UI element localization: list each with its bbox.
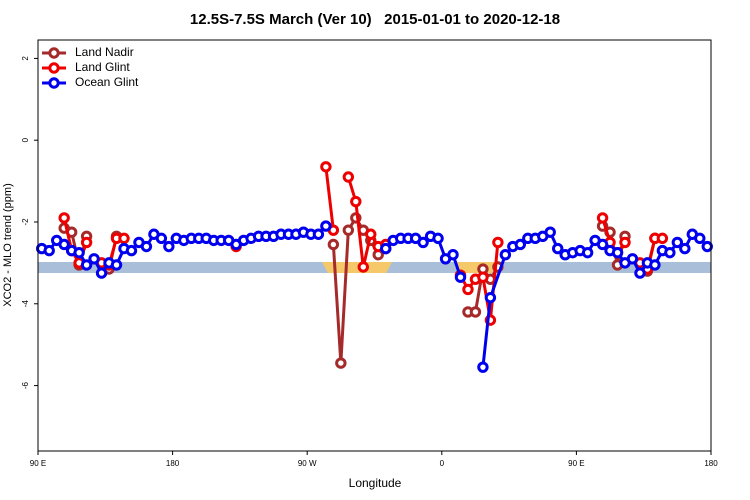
- point: [619, 236, 631, 249]
- point: [43, 244, 55, 257]
- point: [544, 226, 556, 238]
- x-tick-label: 180: [166, 459, 180, 468]
- x-tick-label: 90 W: [298, 459, 317, 468]
- point: [80, 259, 93, 271]
- point: [514, 238, 527, 251]
- y-axis-label: XCO2 - MLO trend (ppm): [2, 183, 14, 306]
- y-tick-label: -4: [21, 300, 30, 308]
- point: [499, 249, 512, 261]
- point: [596, 238, 609, 251]
- legend-marker: [48, 77, 60, 89]
- point: [552, 242, 564, 255]
- point: [73, 246, 85, 259]
- x-axis-label: Longitude: [349, 476, 402, 490]
- point: [477, 361, 489, 373]
- point: [492, 236, 504, 249]
- land-band: [322, 262, 392, 273]
- point: [350, 195, 362, 208]
- legend-label: Ocean Glint: [75, 75, 139, 89]
- point: [611, 246, 624, 259]
- chart-title: 12.5S-7.5S March (Ver 10) 2015-01-01 to …: [190, 11, 560, 28]
- point: [357, 261, 369, 273]
- point: [469, 306, 482, 318]
- legend-marker: [48, 62, 60, 74]
- point: [155, 232, 168, 245]
- y-tick-label: 2: [21, 56, 30, 61]
- point: [380, 242, 392, 255]
- point: [312, 228, 325, 240]
- point: [125, 244, 138, 257]
- point: [596, 212, 609, 224]
- point: [58, 212, 70, 224]
- point: [342, 224, 355, 236]
- point: [656, 232, 669, 245]
- point: [626, 253, 639, 265]
- point: [327, 238, 340, 251]
- x-tick-label: 90 E: [30, 459, 46, 468]
- plot: [36, 161, 713, 373]
- x-tick-label: 90 E: [568, 459, 584, 468]
- legend-marker: [48, 47, 60, 59]
- y-tick-label: 0: [21, 137, 30, 142]
- point: [80, 236, 93, 249]
- point: [581, 246, 594, 259]
- point: [694, 232, 706, 245]
- point: [664, 246, 676, 259]
- legend-label: Land Glint: [75, 60, 130, 74]
- point: [679, 242, 691, 255]
- point: [118, 232, 130, 245]
- x-tick-label: 0: [440, 459, 445, 468]
- point: [95, 267, 108, 279]
- point: [477, 271, 489, 283]
- point: [335, 357, 347, 369]
- point: [163, 240, 175, 253]
- point: [110, 259, 123, 271]
- y-tick-label: -6: [21, 381, 30, 389]
- point: [484, 291, 497, 304]
- y-tick-label: -2: [21, 218, 30, 226]
- point: [462, 283, 474, 296]
- point: [417, 236, 429, 249]
- point: [454, 271, 467, 283]
- point: [140, 240, 153, 253]
- point: [320, 161, 332, 173]
- point: [58, 238, 70, 251]
- point: [365, 228, 377, 240]
- point: [447, 249, 459, 261]
- series-line: [62, 166, 663, 322]
- x-tick-label: 180: [704, 459, 718, 468]
- point: [634, 267, 646, 279]
- point: [671, 236, 684, 249]
- point: [701, 240, 713, 253]
- legend-label: Land Nadir: [75, 45, 134, 59]
- point: [432, 232, 444, 245]
- point: [88, 253, 100, 265]
- point: [320, 220, 332, 232]
- point: [649, 259, 661, 271]
- point: [342, 171, 355, 183]
- plot-frame: [37, 39, 712, 452]
